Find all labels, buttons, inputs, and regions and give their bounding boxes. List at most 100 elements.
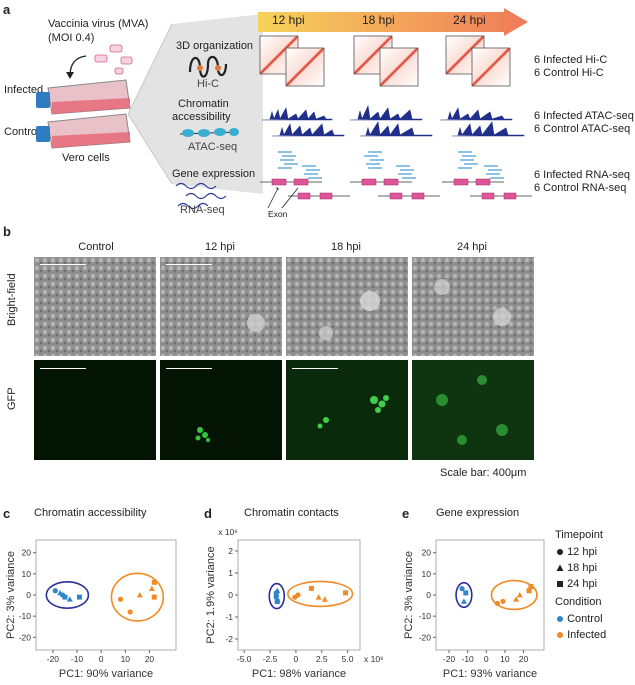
infected-dot-icon <box>557 632 563 639</box>
legend-item-18hpi-label: 18 hpi <box>567 562 598 574</box>
y-tick-label: -20 <box>19 632 32 642</box>
x-tick-label: 20 <box>145 654 155 664</box>
scale-bar <box>292 368 338 369</box>
plot-area <box>435 539 545 651</box>
legend-item-control-label: Control <box>567 613 603 625</box>
y-tick-label: 1 <box>228 568 233 578</box>
control-data-point <box>463 590 469 596</box>
infected-data-point <box>321 596 328 602</box>
x-tick-label: 2.5 <box>316 654 328 664</box>
x-tick-label: -20 <box>443 654 456 664</box>
legend-condition-title: Condition <box>555 596 602 608</box>
assay-hic-title: 3D organization <box>176 40 254 52</box>
virus-label-line2: (MOI 0.4) <box>48 32 95 44</box>
infected-data-point <box>513 596 520 602</box>
infected-data-point <box>526 588 532 594</box>
assay-rna-method: RNA-seq <box>180 204 225 216</box>
pca-chart-gene-expression: -20 -10 0 10 20 20 10 0 -10 -20 PC1: 93% variance P… <box>403 539 545 680</box>
panel-label-d: d <box>204 506 212 521</box>
column-header-12hpi: 12 hpi <box>205 241 235 253</box>
timeline-label-12: 12 hpi <box>272 13 305 27</box>
x-tick-label: -10 <box>71 654 84 664</box>
panel-label-a: a <box>3 2 11 17</box>
y-tick-label: 10 <box>422 569 432 579</box>
assay-rna-title: Gene expression <box>172 168 256 180</box>
micrograph-brightfield-12hpi <box>160 257 282 356</box>
assay-atac-method: ATAC-seq <box>188 141 238 153</box>
column-header-control: Control <box>78 241 114 253</box>
control-data-point <box>66 596 73 602</box>
micrograph-gfp-control <box>34 360 156 460</box>
infected-data-point <box>516 592 523 598</box>
infected-cluster-ellipse <box>287 580 354 608</box>
y-axis-label: PC2: 1.9% variance <box>205 546 217 643</box>
pca-chart-chromatin-accessibility: -20 -10 0 10 20 20 10 0 -10 -20 PC1: 90% variance P… <box>5 539 177 680</box>
legend-item-24hpi: 24 hpi <box>556 578 597 590</box>
timeline-label-24: 24 hpi <box>453 13 486 27</box>
x-tick-label: 10 <box>121 654 131 664</box>
infected-label: Infected <box>4 84 44 96</box>
legend-item-12hpi-label: 12 hpi <box>567 546 598 558</box>
control-label: Control <box>4 126 40 138</box>
chromatin-loop-icon <box>188 55 228 78</box>
control-cluster-ellipse <box>455 581 473 609</box>
legend-item-control: Control <box>556 613 603 625</box>
control-data-point <box>76 594 82 600</box>
legend-timepoint-title: Timepoint <box>555 529 603 541</box>
y-multiplier-label: x 10⁶ <box>218 527 238 537</box>
pca-chart-chromatin-contacts: -5.0 -2.5 0 2.5 5.0 2 1 0 -1 -2 PC1: 98% variance P… <box>205 527 384 680</box>
x-multiplier-label: x 10⁶ <box>364 654 384 664</box>
scale-bar <box>166 368 212 369</box>
legend-item-12hpi: 12 hpi <box>556 546 597 558</box>
virus-particles-icon <box>94 44 133 75</box>
control-data-point <box>459 586 465 592</box>
x-tick-label: 0 <box>294 654 299 664</box>
legend-item-infected-label: Infected <box>567 629 607 641</box>
x-tick-label: -2.5 <box>263 654 278 664</box>
y-tick-label: 0 <box>426 590 431 600</box>
triangle-marker-icon <box>556 564 564 572</box>
micrograph-gfp-24hpi <box>412 360 534 460</box>
legend-item-24hpi-label: 24 hpi <box>567 578 598 590</box>
control-data-point <box>274 587 281 593</box>
infected-data-point <box>343 590 349 596</box>
x-tick-label: 10 <box>500 654 510 664</box>
timeline-label-18: 18 hpi <box>362 13 395 27</box>
control-data-point <box>273 592 279 598</box>
square-marker-icon <box>557 581 563 588</box>
infected-cluster-ellipse <box>110 572 165 622</box>
scale-bar <box>166 264 212 265</box>
row-label-gfp-text: GFP <box>6 387 18 410</box>
vero-cells-label: Vero cells <box>62 152 110 164</box>
control-cluster-ellipse <box>268 582 286 610</box>
chart-e-title: Gene expression <box>436 507 520 519</box>
y-tick-label: -1 <box>225 612 233 622</box>
scale-bar <box>40 264 86 265</box>
y-tick-label: 20 <box>22 548 32 558</box>
panel-label-c: c <box>3 506 11 521</box>
control-data-point <box>460 598 467 604</box>
assay-hic-method: Hi-C <box>197 78 219 90</box>
control-cluster-ellipse <box>45 580 90 610</box>
atac-peak-tracks <box>262 104 525 137</box>
rna-strands-icon <box>175 182 227 210</box>
y-tick-label: 20 <box>422 548 432 558</box>
row-label-brightfield-text: Bright-field <box>6 273 18 326</box>
micrograph-gfp-18hpi <box>286 360 408 460</box>
x-tick-label: -20 <box>47 654 60 664</box>
legend-item-infected: Infected <box>556 629 606 641</box>
y-tick-label: -10 <box>419 611 432 621</box>
x-tick-label: 20 <box>519 654 529 664</box>
infected-data-point <box>494 600 501 607</box>
exon-label: Exon <box>268 209 288 219</box>
infected-data-point <box>151 594 157 600</box>
y-tick-label: -10 <box>19 611 32 621</box>
rna-read-tracks <box>260 151 532 209</box>
infected-flask-icon <box>36 79 131 115</box>
chart-d-title: Chromatin contacts <box>244 507 339 519</box>
hic-contact-maps <box>259 35 511 87</box>
infected-data-point <box>528 584 534 590</box>
circle-marker-icon <box>557 549 563 556</box>
infected-data-point <box>136 592 143 598</box>
x-axis-label: PC1: 93% variance <box>443 668 537 680</box>
